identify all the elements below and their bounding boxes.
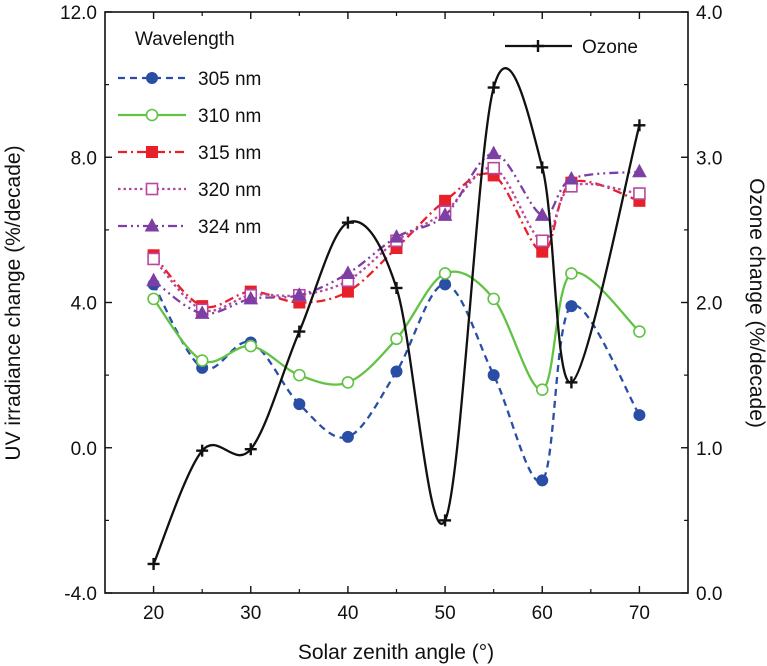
data-point-ozone [565,376,578,389]
legend-marker-315-nm [146,146,158,158]
legend-marker-324-nm [144,217,160,232]
data-point-324-nm [437,207,453,221]
series-ozone [147,67,646,570]
y2-tick-label: 0.0 [696,584,722,605]
y2-tick-label: 1.0 [696,439,722,460]
data-point-320-nm [633,187,646,200]
legend-title: Wavelength [135,29,235,50]
data-point-305-nm [341,430,354,443]
data-point-ozone [536,161,549,174]
y-tick-label: 4.0 [71,294,97,315]
y-axis-title: UV irradiance change (%/decade) [2,145,25,460]
data-point-310-nm [633,325,646,338]
x-tick-label: 30 [240,603,261,624]
data-point-ozone [390,281,403,294]
x-tick-label: 50 [435,603,456,624]
legend-label-324-nm: 324 nm [198,217,261,238]
data-point-ozone [633,119,646,132]
series-line-305-nm [152,283,641,483]
data-point-324-nm [146,272,161,287]
y2-axis-title: Ozone change (%/decade) [745,178,767,428]
ticks: 20 30 40 50 60 70 -4.0 0.0 4.0 8.0 12.0 0.0 1.0 2.0 3.… [60,3,722,624]
data-point-ozone [293,325,306,338]
data-point-305-nm [487,369,500,382]
data-point-324-nm [534,207,550,221]
data-point-310-nm [565,267,578,280]
x-axis-title: Solar zenith angle (°) [298,641,494,664]
data-point-324-nm [194,305,210,319]
legend-marker-320-nm [145,182,159,196]
data-point-305-nm [390,365,403,378]
data-point-310-nm [390,332,403,346]
data-point-315-nm [536,245,549,258]
data-point-ozone [244,443,257,456]
data-point-320-nm [535,234,549,248]
data-point-310-nm [195,354,209,367]
data-point-324-nm [389,229,404,243]
data-point-310-nm [293,368,306,382]
series-layer [146,67,647,570]
data-point-305-nm [565,300,578,313]
data-point-ozone [487,81,500,94]
data-point-324-nm [486,145,502,160]
data-point-320-nm [147,252,160,266]
data-point-310-nm [438,267,452,280]
data-point-305-nm [536,474,549,487]
x-tick-label: 20 [143,603,164,624]
data-point-310-nm [244,339,258,353]
data-point-ozone [147,557,160,570]
data-point-310-nm [341,376,355,389]
data-point-310-nm [535,383,549,396]
data-point-310-nm [487,292,500,306]
y2-tick-label: 3.0 [696,148,722,169]
y-tick-label: 8.0 [71,148,97,169]
data-point-324-nm [243,290,259,305]
legend-label-ozone: Ozone [582,37,638,58]
data-point-305-nm [633,409,646,422]
y2-tick-label: 4.0 [696,3,722,24]
series-line-324-nm [152,152,640,315]
data-point-ozone [196,444,209,457]
legend-marker-305-nm [146,72,158,84]
series-324-nm [146,145,647,319]
data-point-ozone [341,216,354,229]
data-point-320-nm [487,161,500,175]
data-point-ozone [439,514,452,527]
data-point-305-nm [439,278,452,291]
data-point-305-nm [293,398,306,411]
legend-label-305-nm: 305 nm [198,69,261,90]
data-point-324-nm [291,287,307,301]
legend-label-320-nm: 320 nm [198,180,261,201]
legend-marker-ozone [532,40,544,52]
data-point-324-nm [632,163,647,178]
data-point-310-nm [147,292,160,306]
data-point-324-nm [340,265,356,279]
y-tick-label: 0.0 [71,439,97,460]
y-tick-label: 12.0 [60,3,97,24]
y2-tick-label: 2.0 [696,294,722,315]
legend-label-310-nm: 310 nm [198,106,261,127]
legend-label-315-nm: 315 nm [198,143,261,164]
legend-marker-310-nm [145,108,159,122]
x-tick-label: 60 [532,603,553,624]
data-point-315-nm [341,285,354,298]
data-point-324-nm [564,170,579,185]
x-tick-label: 70 [629,603,650,624]
data-point-315-nm [439,194,452,207]
y-tick-label: -4.0 [64,584,97,605]
x-tick-label: 40 [337,603,358,624]
legend: Wavelength 305 nm 310 nm 315 nm 320 nm 324 nm… [118,29,638,238]
plot-frame [104,11,689,594]
